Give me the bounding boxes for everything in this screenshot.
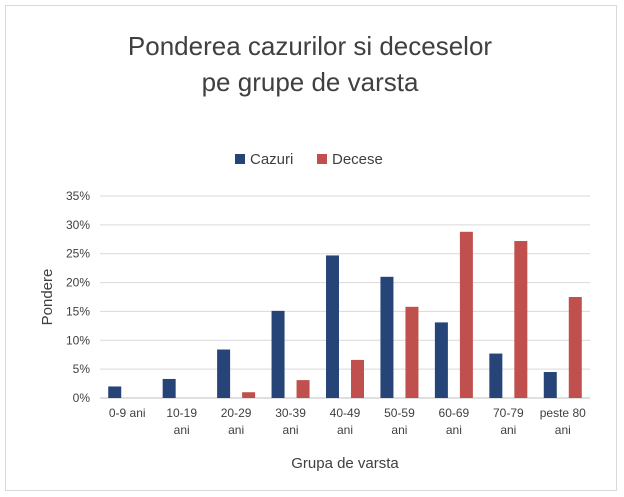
x-tick-label: peste 80 [540, 406, 586, 420]
legend-label-decese: Decese [332, 151, 383, 168]
x-tick-label: 0-9 ani [109, 406, 146, 420]
x-tick-label: ani [228, 423, 244, 437]
legend-label-cazuri: Cazuri [250, 151, 293, 168]
bar-cazuri [271, 310, 285, 398]
bars [108, 231, 582, 398]
chart-title-line-1: Ponderea cazurilor si deceselor [128, 31, 493, 61]
bar-cazuri [217, 349, 231, 398]
bar-decese [296, 380, 310, 398]
x-axis-ticks: 0-9 ani 10-19 ani 20-29 ani 30-39 ani 40-49 ani 5… [109, 406, 586, 437]
y-tick-label: 10% [66, 333, 90, 347]
x-tick-label: ani [446, 423, 462, 437]
y-tick-label: 35% [66, 189, 90, 203]
x-tick-label: 60-69 [439, 406, 470, 420]
bar-decese [514, 241, 528, 398]
x-tick-label: 70-79 [493, 406, 524, 420]
y-axis-ticks: 0% 5% 10% 15% 20% 25% 30% 35% [66, 189, 90, 405]
legend-swatch-cazuri [235, 154, 245, 164]
bar-cazuri [326, 255, 339, 398]
y-tick-label: 15% [66, 304, 90, 318]
bar-cazuri [489, 353, 503, 398]
x-tick-label: 20-29 [221, 406, 252, 420]
bar-decese [568, 297, 582, 398]
x-tick-label: ani [174, 423, 190, 437]
x-axis-label: Grupa de varsta [291, 455, 399, 472]
bar-cazuri [434, 322, 448, 398]
x-tick-label: 10-19 [166, 406, 197, 420]
bar-decese [351, 359, 364, 398]
bar-cazuri [108, 386, 122, 398]
x-tick-label: ani [555, 423, 571, 437]
legend-swatch-decese [317, 154, 327, 164]
bar-cazuri [380, 276, 394, 398]
y-tick-label: 20% [66, 276, 90, 290]
gridlines [100, 195, 590, 399]
x-tick-label: 50-59 [384, 406, 415, 420]
x-tick-label: ani [283, 423, 299, 437]
bar-cazuri [543, 372, 557, 398]
bar-decese [405, 306, 419, 398]
x-tick-label: ani [337, 423, 353, 437]
x-tick-label: ani [500, 423, 516, 437]
bar-decese [242, 392, 256, 398]
y-tick-label: 5% [73, 362, 91, 376]
x-tick-label: ani [391, 423, 407, 437]
y-tick-label: 30% [66, 218, 90, 232]
legend: Cazuri Decese [235, 151, 383, 168]
x-tick-label: 30-39 [275, 406, 306, 420]
x-tick-label: 40-49 [330, 406, 361, 420]
y-axis-label: Pondere [39, 269, 56, 326]
bar-cazuri [162, 378, 176, 398]
y-tick-label: 25% [66, 247, 90, 261]
y-tick-label: 0% [73, 391, 91, 405]
chart-title-line-2: pe grupe de varsta [202, 67, 419, 97]
bar-decese [459, 231, 473, 398]
